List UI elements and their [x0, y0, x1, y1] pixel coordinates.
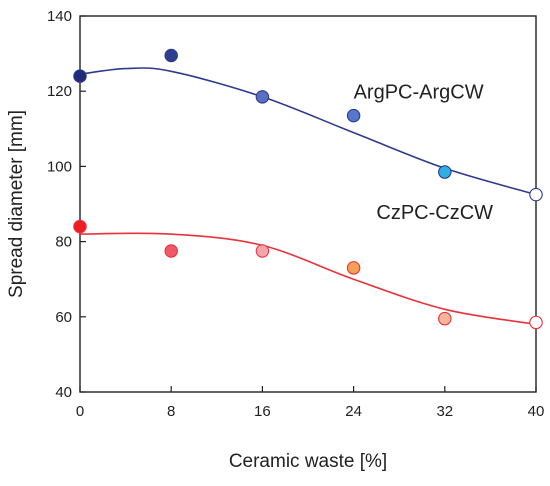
x-tick-label: 8: [167, 403, 175, 420]
data-point: [164, 48, 178, 63]
x-tick-label: 40: [528, 403, 545, 420]
x-tick-label: 32: [436, 403, 453, 420]
plot-frame: [79, 15, 537, 393]
data-points: [73, 48, 543, 330]
data-point: [438, 311, 452, 326]
y-tick-label: 80: [55, 234, 72, 251]
x-tick-label: 24: [345, 403, 362, 420]
data-point: [255, 244, 270, 258]
series-label: ArgPC-ArgCW: [354, 82, 484, 104]
data-point: [73, 69, 87, 83]
y-tick-label: 60: [55, 309, 72, 326]
x-tick-label: 16: [254, 403, 271, 420]
y-tick-label: 100: [47, 158, 72, 175]
data-point: [164, 244, 178, 258]
x-tick-label: 0: [76, 403, 84, 420]
x-axis-label: Ceramic waste [%]: [229, 451, 387, 472]
series-labels: ArgPC-ArgCW CzPC-CzCW: [354, 82, 494, 224]
y-tick-label: 40: [55, 384, 72, 401]
axis-ticks: 0 8 16 24 32 40 40 60 80 100 120 140: [47, 8, 544, 420]
data-point: [346, 108, 361, 123]
data-point: [438, 165, 452, 179]
y-tick-label: 120: [47, 83, 72, 100]
y-tick-label: 140: [47, 8, 72, 25]
data-point: [529, 315, 543, 330]
series-label: CzPC-CzCW: [376, 202, 493, 224]
fit-curves: [79, 67, 537, 326]
data-point: [73, 219, 87, 234]
data-point: [255, 90, 270, 104]
data-point: [529, 187, 543, 202]
fit-line: [79, 232, 537, 326]
data-point: [346, 261, 361, 275]
y-axis-label: Spread diameter [mm]: [6, 110, 27, 298]
